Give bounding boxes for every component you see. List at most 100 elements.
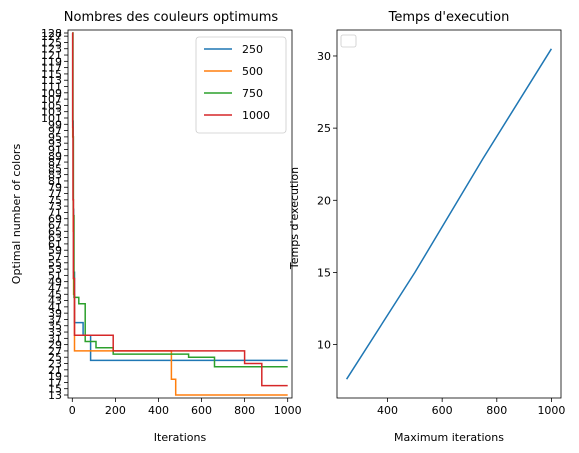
chart-left-x-ticks: 0 200 400 600 800 1000 [69, 398, 302, 417]
y-tick-label: 115 [41, 68, 62, 81]
y-tick-label: 59 [48, 244, 62, 257]
y-tick-label: 123 [41, 43, 62, 56]
y-tick-label: 65 [48, 225, 62, 238]
chart-left-y-ticks: 1315171921232527293133353739414345474951… [41, 27, 68, 402]
y-tick-label: 51 [48, 269, 62, 282]
y-tick-label: 63 [48, 232, 62, 245]
chart-right-series-group [345, 48, 553, 380]
y-tick-label: 113 [41, 74, 62, 87]
y-tick-label: 57 [48, 250, 62, 263]
x-tick-label: 1000 [274, 404, 302, 417]
y-tick-label: 45 [48, 288, 62, 301]
y-tick-label: 105 [41, 99, 62, 112]
y-tick-label: 95 [48, 131, 62, 144]
y-tick-label: 83 [48, 169, 62, 182]
series-line-execution-time [345, 48, 553, 380]
y-tick-label: 89 [48, 150, 62, 163]
y-tick-label: 33 [48, 326, 62, 339]
y-tick-label: 85 [48, 162, 62, 175]
y-tick-label: 53 [48, 263, 62, 276]
y-tick-label: 41 [48, 301, 62, 314]
y-tick-label: 25 [48, 351, 62, 364]
legend-box [195, 36, 287, 134]
y-tick-label: 79 [48, 181, 62, 194]
y-tick-label: 23 [48, 358, 62, 371]
y-tick-label: 93 [48, 137, 62, 150]
legend-label-500: 500 [242, 65, 263, 78]
y-tick-label: 87 [48, 156, 62, 169]
y-tick-label: 125 [41, 36, 62, 49]
series-line-1000 [71, 32, 288, 387]
y-tick-label: 127 [41, 30, 62, 43]
x-tick-label: 1000 [537, 404, 565, 417]
x-tick-label: 0 [69, 404, 76, 417]
y-tick-label: 67 [48, 219, 62, 232]
y-tick-label: 15 [48, 383, 62, 396]
y-tick-label: 121 [41, 49, 62, 62]
y-tick-label: 61 [48, 238, 62, 251]
chart-right-x-ticks: 400 600 800 1000 [377, 398, 565, 417]
y-tick-label: 119 [41, 55, 62, 68]
y-tick-label: 91 [48, 143, 62, 156]
chart-left-title: Nombres des couleurs optimums [64, 10, 279, 25]
chart-right-frame [336, 29, 562, 399]
legend-label-1000: 1000 [242, 109, 270, 122]
y-tick-label: 109 [41, 87, 62, 100]
y-tick-label: 101 [41, 112, 62, 125]
y-tick-label: 35 [48, 320, 62, 333]
chart-right-y-ticks: 10 15 20 25 30 [317, 50, 337, 352]
legend-label-250: 250 [242, 43, 263, 56]
y-tick-label: 47 [48, 282, 62, 295]
y-tick-label: 99 [48, 118, 62, 131]
x-tick-label: 200 [105, 404, 126, 417]
y-tick-label: 97 [48, 125, 62, 138]
y-tick-label: 25 [317, 122, 331, 135]
y-tick-label: 43 [48, 295, 62, 308]
chart-right-xlabel: Maximum iterations [394, 431, 504, 444]
chart-left-series-group [71, 32, 288, 396]
x-tick-label: 600 [432, 404, 453, 417]
chart-right: Temps d'execution 400 600 800 1000 10 15 20 25… [288, 10, 565, 444]
y-tick-label: 75 [48, 194, 62, 207]
y-tick-label: 10 [317, 339, 331, 352]
y-tick-label: 69 [48, 213, 62, 226]
y-tick-label: 20 [317, 194, 331, 207]
y-tick-label: 37 [48, 313, 62, 326]
y-tick-label: 27 [48, 345, 62, 358]
x-tick-label: 400 [377, 404, 398, 417]
chart-right-legend [340, 34, 357, 48]
x-tick-label: 400 [148, 404, 169, 417]
y-tick-label: 31 [48, 332, 62, 345]
y-tick-label: 107 [41, 93, 62, 106]
chart-left-ylabel: Optimal number of colors [10, 144, 23, 285]
chart-left-xlabel: Iterations [154, 431, 207, 444]
chart-right-legend-box [340, 34, 357, 48]
y-tick-label: 49 [48, 276, 62, 289]
y-tick-label: 111 [41, 81, 62, 94]
y-tick-label: 39 [48, 307, 62, 320]
legend-label-750: 750 [242, 87, 263, 100]
y-tick-label: 21 [48, 364, 62, 377]
y-tick-label: 77 [48, 188, 62, 201]
y-tick-label: 15 [317, 266, 331, 279]
y-tick-label: 73 [48, 200, 62, 213]
y-tick-label: 17 [48, 376, 62, 389]
y-tick-label: 19 [48, 370, 62, 383]
y-tick-label: 103 [41, 106, 62, 119]
y-tick-label: 13 [48, 389, 62, 402]
y-tick-label: 81 [48, 175, 62, 188]
y-tick-label: 117 [41, 62, 62, 75]
x-tick-label: 800 [486, 404, 507, 417]
y-tick-label: 30 [317, 50, 331, 63]
x-tick-label: 800 [234, 404, 255, 417]
y-tick-label: 29 [48, 339, 62, 352]
chart-left-legend: 250 500 750 1000 [195, 36, 287, 134]
y-tick-label: 128 [41, 27, 62, 40]
chart-right-ylabel: Temps d'execution [288, 167, 301, 270]
chart-left: Nombres des couleurs optimums 0 200 400 600… [10, 10, 302, 444]
x-tick-label: 600 [191, 404, 212, 417]
chart-right-title: Temps d'execution [388, 10, 510, 25]
chart-left-frame [67, 29, 293, 399]
y-tick-label: 71 [48, 206, 62, 219]
